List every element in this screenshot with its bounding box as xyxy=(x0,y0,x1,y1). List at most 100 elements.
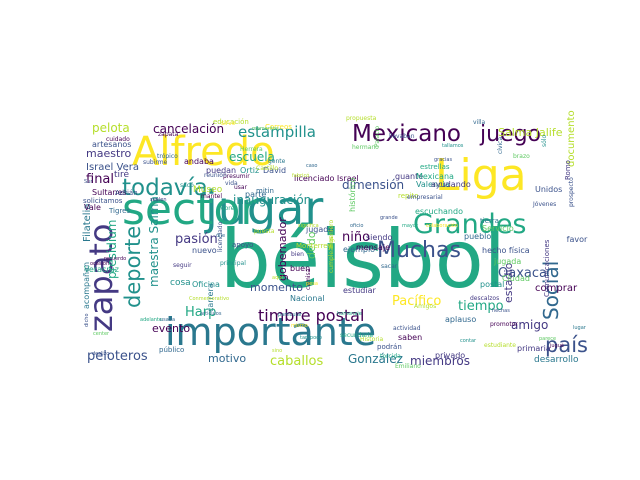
cloud-word: Correos xyxy=(265,123,292,131)
cloud-word: timbre postal xyxy=(258,306,364,325)
cloud-word: Historia xyxy=(360,336,383,343)
cloud-word: adelante xyxy=(140,317,162,323)
cloud-word: ejemplo xyxy=(343,245,375,254)
cloud-word: privado xyxy=(435,351,465,360)
cloud-word: vida xyxy=(225,180,238,187)
cloud-word: solicitamos xyxy=(83,197,123,205)
cloud-word: Grandes xyxy=(413,209,527,240)
cloud-word: momento xyxy=(250,281,303,294)
cloud-word: Servicio xyxy=(482,224,514,233)
cloud-word: gracias xyxy=(434,157,452,163)
cloud-word: Harp xyxy=(185,305,216,320)
cloud-word: tiré xyxy=(114,169,130,180)
cloud-word: sector xyxy=(122,184,259,235)
cloud-word: Valencia xyxy=(416,180,450,189)
cloud-word: Ortiz xyxy=(240,166,259,175)
cloud-word: particular xyxy=(278,312,303,318)
cloud-word: principal xyxy=(220,260,246,267)
cloud-word: contar xyxy=(460,338,477,344)
cloud-word: licenciado Israel xyxy=(294,174,359,183)
cloud-word: Emiliano xyxy=(395,363,421,370)
cloud-word: estampilla xyxy=(238,123,316,141)
cloud-word: estudiante xyxy=(484,342,516,349)
cloud-word: jugada xyxy=(493,257,521,266)
cloud-word: jugué xyxy=(549,342,564,349)
cloud-word: importante xyxy=(165,310,376,354)
cloud-word: caballos xyxy=(270,354,324,369)
cloud-word: histórico xyxy=(347,178,357,212)
cloud-word: usaba xyxy=(160,317,175,323)
cloud-word: estrellas xyxy=(420,163,450,171)
cloud-word: cumpleaños xyxy=(328,237,335,273)
cloud-word: sacar xyxy=(381,263,398,270)
cloud-word: mensaje xyxy=(356,243,390,252)
cloud-word: hermano xyxy=(352,144,379,151)
cloud-word: grande xyxy=(380,215,398,221)
cloud-word: ingeniero xyxy=(328,220,335,248)
cloud-word: parte xyxy=(245,190,266,199)
cloud-word: sirve xyxy=(221,120,236,127)
cloud-word: Unidos xyxy=(535,185,562,194)
cloud-word: peloteros xyxy=(87,349,148,364)
cloud-word: Mexicano xyxy=(352,121,461,147)
cloud-word: tallamos xyxy=(442,143,464,149)
cloud-word: Ciudad xyxy=(502,274,530,283)
cloud-word: jugado xyxy=(305,225,333,234)
cloud-word: final xyxy=(86,172,114,187)
cloud-word: niño xyxy=(342,230,370,245)
cloud-word: repito xyxy=(398,192,418,200)
cloud-word: deporte xyxy=(121,226,145,308)
word-cloud: béisbol jugar sector Liga Alfredo importante z… xyxy=(80,107,590,372)
cloud-word: actividad xyxy=(393,325,421,332)
cloud-word: amigo xyxy=(511,318,548,332)
cloud-word: pelota xyxy=(92,121,130,135)
cloud-word: país xyxy=(545,333,588,357)
cloud-word: Sur xyxy=(84,179,93,185)
cloud-word: Oaxaca xyxy=(498,266,547,281)
cloud-word: zapato xyxy=(82,224,120,332)
cloud-word: artesanos xyxy=(92,140,131,149)
cloud-word: estadio xyxy=(502,262,515,303)
cloud-word: hecho física xyxy=(482,246,530,255)
cloud-word: aquí xyxy=(272,274,283,281)
cloud-word: promotor xyxy=(490,321,518,328)
cloud-word: maestro xyxy=(86,147,132,160)
cloud-word: fabricó xyxy=(292,172,309,179)
cloud-word: Museo xyxy=(193,185,223,195)
cloud-word: pobre xyxy=(217,205,235,212)
cloud-word: mitin xyxy=(256,187,274,195)
cloud-word: suelen xyxy=(150,197,166,203)
cloud-word: sólo xyxy=(541,135,548,147)
cloud-word: cuidado xyxy=(106,136,130,143)
cloud-word: presumir xyxy=(223,173,250,180)
cloud-word: acompañan xyxy=(82,262,91,309)
cloud-word: deslizo xyxy=(92,351,109,357)
cloud-word: González xyxy=(348,352,403,366)
cloud-word: guante xyxy=(395,172,423,181)
cloud-word: estudiar xyxy=(343,286,377,295)
cloud-word: podrán xyxy=(377,343,402,351)
cloud-word: motivo xyxy=(208,352,246,365)
cloud-word: Monterrey xyxy=(296,242,332,250)
cloud-word: Liga xyxy=(435,150,527,201)
cloud-word: dije xyxy=(216,233,225,239)
cloud-word: pasión xyxy=(175,232,218,247)
cloud-word: Conmemorativo xyxy=(189,296,229,302)
cloud-word: tierra xyxy=(480,217,499,225)
cloud-word: dimensión xyxy=(342,178,404,192)
cloud-word: inauguración xyxy=(233,193,311,207)
cloud-word: puedan xyxy=(206,166,236,175)
cloud-word: secundaria xyxy=(340,332,373,339)
cloud-word: parece xyxy=(539,336,556,342)
cloud-word: cívica xyxy=(497,137,504,154)
cloud-word: mayor xyxy=(402,223,419,229)
cloud-word: prospecto xyxy=(568,177,575,207)
cloud-word: reunión xyxy=(204,172,227,179)
cloud-word: juego xyxy=(479,122,541,147)
cloud-word: zapata xyxy=(158,131,179,138)
cloud-word: tiempo xyxy=(458,299,504,314)
cloud-word: Filatelia xyxy=(82,204,93,242)
cloud-word: documento xyxy=(566,110,577,167)
cloud-word: escuela xyxy=(229,150,275,164)
cloud-word: jugar xyxy=(204,181,323,235)
